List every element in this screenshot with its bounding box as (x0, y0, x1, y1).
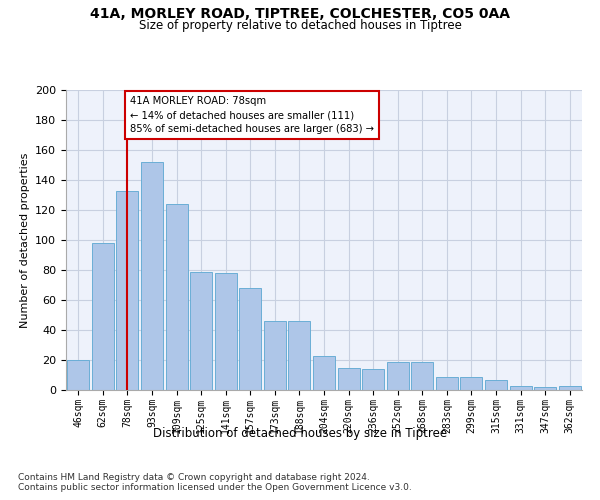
Bar (485, 380, 507, 390)
Bar (559, 386, 581, 390)
Bar (190, 272, 212, 390)
Text: 41A MORLEY ROAD: 78sqm
← 14% of detached houses are smaller (111)
85% of semi-de: 41A MORLEY ROAD: 78sqm ← 14% of detached… (130, 96, 374, 134)
Bar (141, 162, 163, 390)
Bar (436, 376, 458, 390)
Bar (264, 321, 286, 390)
Y-axis label: Number of detached properties: Number of detached properties (20, 152, 29, 328)
Text: Contains HM Land Registry data © Crown copyright and database right 2024.: Contains HM Land Registry data © Crown c… (18, 472, 370, 482)
Bar (386, 362, 409, 390)
Bar (215, 273, 237, 390)
Bar (509, 386, 532, 390)
Text: Contains public sector information licensed under the Open Government Licence v3: Contains public sector information licen… (18, 484, 412, 492)
Bar (460, 376, 482, 390)
Bar (362, 369, 384, 390)
Bar (116, 190, 139, 390)
Bar (338, 368, 359, 390)
Text: Size of property relative to detached houses in Tiptree: Size of property relative to detached ho… (139, 18, 461, 32)
Text: Distribution of detached houses by size in Tiptree: Distribution of detached houses by size … (153, 428, 447, 440)
Bar (289, 321, 310, 390)
Bar (313, 356, 335, 390)
Bar (534, 387, 556, 390)
Bar (92, 243, 114, 390)
Bar (166, 204, 188, 390)
Bar (411, 362, 433, 390)
Text: 41A, MORLEY ROAD, TIPTREE, COLCHESTER, CO5 0AA: 41A, MORLEY ROAD, TIPTREE, COLCHESTER, C… (90, 8, 510, 22)
Bar (67, 360, 89, 390)
Bar (239, 288, 262, 390)
